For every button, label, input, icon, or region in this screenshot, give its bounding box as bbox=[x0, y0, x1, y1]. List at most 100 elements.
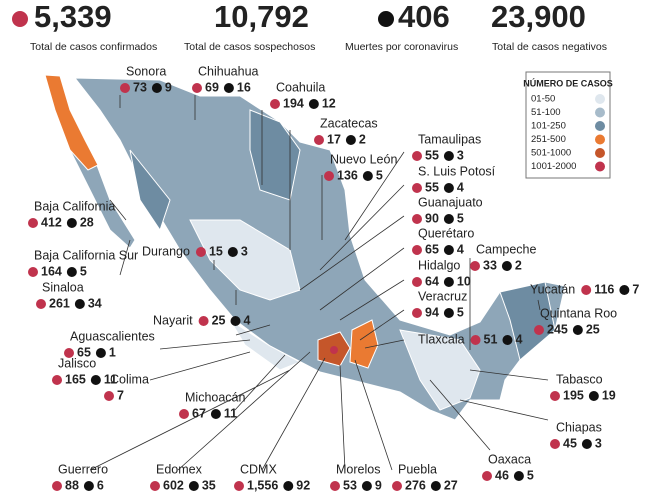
state-name: Aguascalientes bbox=[70, 329, 155, 343]
state-name: Sinaloa bbox=[42, 280, 84, 294]
legend-title: NÚMERO DE CASOS bbox=[523, 77, 613, 88]
state-cases: 17 bbox=[327, 132, 341, 146]
state-name: Puebla bbox=[398, 462, 437, 476]
state-name: S. Luis Potosí bbox=[418, 164, 496, 178]
cases-dot bbox=[412, 308, 422, 318]
deaths-dot bbox=[74, 299, 85, 309]
state-deaths: 19 bbox=[602, 388, 616, 402]
state-deaths: 1 bbox=[109, 345, 116, 359]
state-cases: 116 bbox=[594, 282, 614, 296]
state-cases: 65 bbox=[425, 242, 439, 256]
state-deaths: 9 bbox=[165, 80, 172, 94]
legend-label: 51-100 bbox=[531, 107, 561, 118]
cases-dot bbox=[550, 439, 560, 449]
legend-label: 1001-2000 bbox=[531, 161, 576, 172]
puebla bbox=[349, 319, 379, 369]
state-deaths: 5 bbox=[527, 468, 534, 482]
deaths-dot bbox=[502, 335, 513, 345]
cases-dot bbox=[64, 348, 74, 358]
cases-dot bbox=[412, 151, 422, 161]
cases-dot bbox=[52, 375, 62, 385]
state-cases: 65 bbox=[77, 345, 91, 359]
deaths-dot bbox=[361, 481, 372, 491]
cases-dot bbox=[198, 316, 209, 326]
state-name: Veracruz bbox=[418, 289, 467, 303]
stat-dot bbox=[378, 11, 394, 27]
cases-dot bbox=[470, 335, 481, 345]
state-deaths: 3 bbox=[457, 148, 464, 162]
cases-dot bbox=[150, 481, 160, 491]
state-deaths: 5 bbox=[376, 168, 383, 182]
state-cases: 136 bbox=[337, 168, 358, 182]
cases-dot bbox=[192, 83, 202, 93]
cases-dot bbox=[534, 325, 544, 335]
stat-value: 10,792 bbox=[214, 0, 309, 34]
cases-dot bbox=[314, 135, 324, 145]
state-deaths: 4 bbox=[457, 242, 464, 256]
state-name: Nuevo León bbox=[330, 152, 397, 166]
legend-label: 251-500 bbox=[531, 134, 566, 145]
cases-dot bbox=[550, 391, 560, 401]
state-cases: 195 bbox=[563, 388, 584, 402]
deaths-dot bbox=[501, 261, 512, 271]
legend-swatch bbox=[595, 94, 605, 104]
state-name: Oaxaca bbox=[488, 452, 531, 466]
state-name: Quintana Roo bbox=[540, 306, 617, 320]
state-name: Chiapas bbox=[556, 420, 602, 434]
state-name: Coahuila bbox=[276, 80, 325, 94]
map bbox=[44, 74, 566, 421]
deaths-dot bbox=[66, 267, 77, 277]
deaths-dot bbox=[283, 481, 294, 491]
state-deaths: 4 bbox=[457, 180, 464, 194]
deaths-dot bbox=[83, 481, 94, 491]
legend-swatch bbox=[595, 161, 605, 172]
state-cases: 45 bbox=[563, 436, 577, 450]
baja-california bbox=[44, 74, 99, 171]
state-deaths: 35 bbox=[202, 478, 216, 492]
cases-dot bbox=[28, 218, 38, 228]
deaths-dot bbox=[95, 348, 106, 358]
state-cases: 55 bbox=[425, 148, 439, 162]
state-name: Colima bbox=[110, 372, 149, 386]
state-deaths: 4 bbox=[244, 313, 251, 327]
state-deaths: 3 bbox=[595, 436, 602, 450]
state-cases: 88 bbox=[65, 478, 79, 492]
state-cases: 90 bbox=[425, 211, 439, 225]
legend-swatch bbox=[595, 107, 605, 118]
state-cases: 412 bbox=[41, 215, 62, 229]
state-deaths: 12 bbox=[322, 96, 336, 110]
state-deaths: 3 bbox=[241, 244, 248, 258]
cases-dot bbox=[36, 299, 46, 309]
state-name: Querétaro bbox=[418, 226, 474, 240]
state-cases: 94 bbox=[425, 305, 439, 319]
cases-dot bbox=[412, 183, 422, 193]
deaths-dot bbox=[362, 171, 373, 181]
state-name: Morelos bbox=[336, 462, 380, 476]
state-deaths: 4 bbox=[515, 332, 522, 346]
state-deaths: 5 bbox=[457, 305, 464, 319]
deaths-dot bbox=[443, 214, 454, 224]
stat-value: 23,900 bbox=[491, 0, 586, 34]
state-name: Tlaxcala bbox=[418, 332, 465, 346]
cases-dot bbox=[195, 247, 206, 257]
cases-dot bbox=[120, 83, 130, 93]
legend-swatch bbox=[595, 134, 605, 145]
state-name: Yucatán bbox=[530, 282, 575, 296]
state-cases: 69 bbox=[205, 80, 219, 94]
state-cases: 73 bbox=[133, 80, 147, 94]
cases-dot bbox=[28, 267, 38, 277]
state-name: Durango bbox=[142, 244, 190, 258]
stat-label: Total de casos sospechosos bbox=[184, 41, 315, 53]
state-deaths: 5 bbox=[80, 264, 87, 278]
cases-dot bbox=[104, 391, 114, 401]
deaths-dot bbox=[619, 285, 630, 295]
state-deaths: 16 bbox=[237, 80, 251, 94]
state-deaths: 6 bbox=[97, 478, 104, 492]
legend-label: 01-50 bbox=[531, 94, 555, 105]
state-cases: 1,556 bbox=[247, 478, 278, 492]
state-cases: 261 bbox=[49, 296, 70, 310]
deaths-dot bbox=[223, 83, 234, 93]
cdmx bbox=[330, 346, 338, 354]
state-cases: 7 bbox=[117, 388, 124, 402]
